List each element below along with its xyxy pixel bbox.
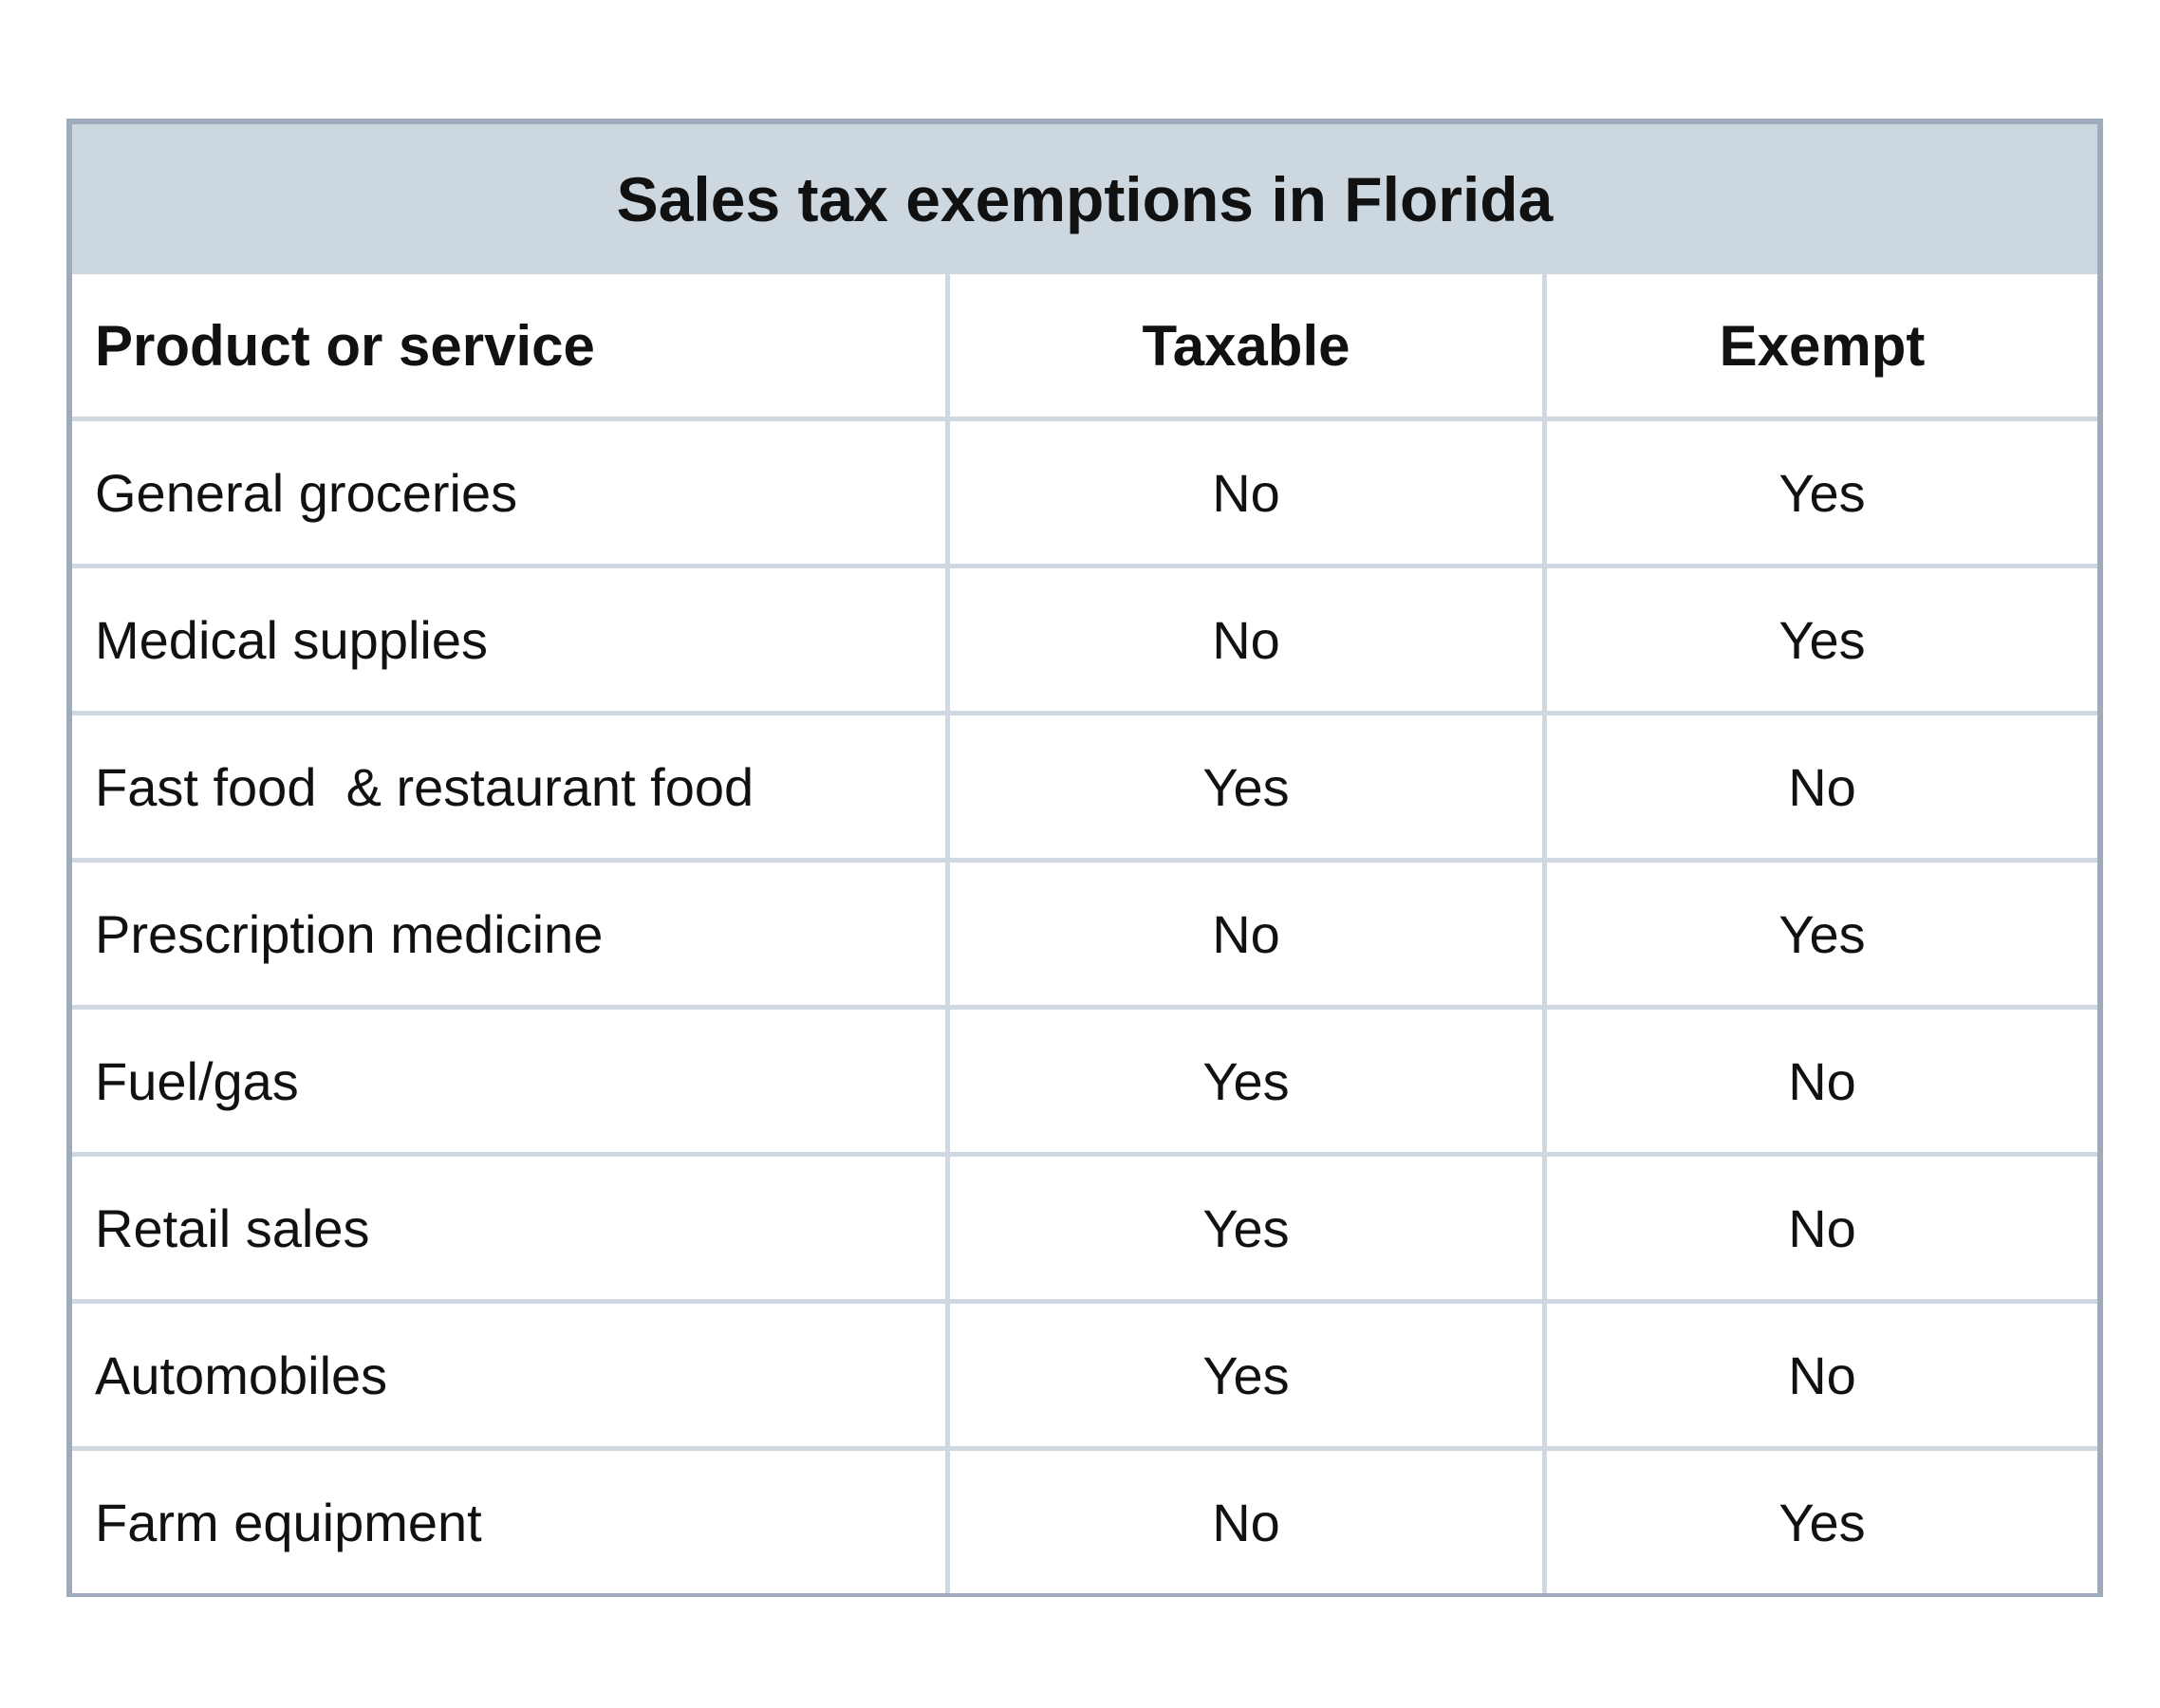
- exempt-cell: No: [1547, 1010, 2097, 1152]
- exempt-cell: Yes: [1547, 1451, 2097, 1593]
- product-cell: Medical supplies: [72, 568, 945, 711]
- product-cell: General groceries: [72, 421, 945, 564]
- product-cell: Fuel/gas: [72, 1010, 945, 1152]
- taxable-cell: Yes: [950, 1010, 1542, 1152]
- exempt-cell: Yes: [1547, 421, 2097, 564]
- exempt-cell: Yes: [1547, 863, 2097, 1005]
- exempt-cell: No: [1547, 1157, 2097, 1299]
- product-cell: Fast food & restaurant food: [72, 715, 945, 858]
- taxable-cell: Yes: [950, 1304, 1542, 1446]
- column-header-exempt: Exempt: [1547, 274, 2097, 417]
- product-cell: Automobiles: [72, 1304, 945, 1446]
- taxable-cell: No: [950, 421, 1542, 564]
- exempt-cell: Yes: [1547, 568, 2097, 711]
- product-cell: Retail sales: [72, 1157, 945, 1299]
- exempt-cell: No: [1547, 715, 2097, 858]
- taxable-cell: Yes: [950, 1157, 1542, 1299]
- table-title: Sales tax exemptions in Florida: [72, 124, 2097, 274]
- column-header-product: Product or service: [72, 274, 945, 417]
- taxable-cell: No: [950, 863, 1542, 1005]
- taxable-cell: Yes: [950, 715, 1542, 858]
- product-cell: Prescription medicine: [72, 863, 945, 1005]
- table-grid: Product or service Taxable Exempt Genera…: [72, 274, 2097, 1593]
- exempt-cell: No: [1547, 1304, 2097, 1446]
- column-header-taxable: Taxable: [950, 274, 1542, 417]
- tax-exemptions-table: Sales tax exemptions in Florida Product …: [66, 119, 2103, 1597]
- taxable-cell: No: [950, 1451, 1542, 1593]
- taxable-cell: No: [950, 568, 1542, 711]
- product-cell: Farm equipment: [72, 1451, 945, 1593]
